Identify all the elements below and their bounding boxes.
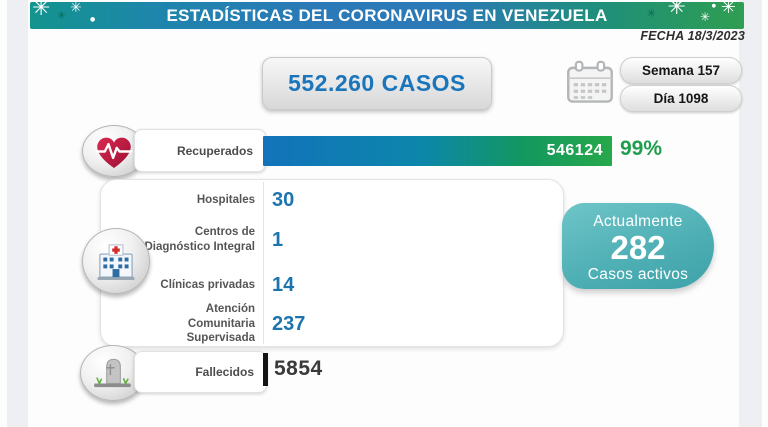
virus-icon: ● — [90, 16, 96, 23]
deaths-label: Fallecidos — [195, 365, 254, 379]
recovered-label: Recuperados — [176, 143, 253, 158]
active-cases-caption-bottom: Casos activos — [587, 265, 689, 283]
left-margin-strip — [7, 0, 28, 427]
facilities-panel: Hospitales 30 Centros de Diagnóstico Int… — [100, 179, 564, 347]
recovered-value: 546124 — [546, 142, 603, 159]
recovered-percent: 99% — [620, 137, 663, 160]
facility-row-hospitales: Hospitales 30 — [101, 184, 563, 216]
facility-value: 30 — [272, 188, 295, 211]
hospital-icon — [82, 228, 150, 294]
virus-icon: ✳ — [699, 10, 710, 24]
tombstone-icon — [80, 345, 146, 401]
panel-divider — [263, 182, 264, 344]
active-cases-value: 282 — [610, 229, 666, 266]
facility-row-atencion: Atención Comunitaria Supervisada 237 — [101, 302, 563, 347]
facility-label-line: Supervisada — [186, 332, 255, 345]
total-cases-label: 552.260 CASOS — [288, 70, 466, 96]
deaths-label-box: Fallecidos — [134, 351, 267, 393]
facility-label-line: Comunitaria — [187, 317, 255, 330]
virus-icon: ✳ — [32, 0, 51, 21]
facility-label-line: Diagnóstico Integral — [144, 241, 255, 253]
week-badge: Semana 157 — [620, 57, 742, 84]
header-bar: ✳ ✳ ✳ ● ✳ ✳ ✳ ✳ ● ESTADÍSTICAS DEL CORON… — [30, 0, 744, 29]
facility-value: 14 — [272, 273, 295, 296]
recovered-label-box: Recuperados — [134, 129, 266, 172]
facility-label: Centros de Diagnóstico Integral — [101, 225, 255, 255]
facility-label-line: Hospitales — [196, 193, 255, 206]
facility-label: Clínicas privadas — [101, 278, 255, 293]
deaths-bar — [263, 353, 268, 386]
recovered-bar: 546124 — [263, 136, 612, 166]
active-cases-caption-top: Actualmente — [593, 213, 683, 230]
facility-row-clinicas: Clínicas privadas 14 — [101, 268, 563, 302]
virus-icon: ✳ — [667, 0, 686, 20]
total-cases-box: 552.260 CASOS — [262, 57, 492, 110]
report-date: FECHA 18/3/2023 — [640, 29, 745, 43]
day-badge: Día 1098 — [620, 85, 742, 112]
virus-icon: ✳ — [70, 0, 82, 16]
virus-icon: ✳ — [646, 7, 656, 20]
facility-label-line: Centros de — [194, 226, 255, 239]
calendar-icon — [565, 58, 615, 106]
facility-row-cdi: Centros de Diagnóstico Integral 1 — [101, 220, 563, 260]
active-cases-box: Actualmente 282 Casos activos — [562, 203, 714, 289]
page-title: ESTADÍSTICAS DEL CORONAVIRUS EN VENEZUEL… — [166, 5, 608, 25]
facility-value: 237 — [272, 312, 306, 335]
virus-icon: ✳ — [720, 0, 736, 18]
virus-icon: ✳ — [57, 9, 67, 22]
virus-icon: ● — [711, 3, 716, 9]
facility-label: Atención Comunitaria Supervisada — [101, 302, 255, 347]
facility-label-line: Atención — [205, 302, 255, 315]
facility-label: Hospitales — [101, 193, 255, 208]
facility-label-line: Clínicas privadas — [160, 278, 255, 291]
deaths-value: 5854 — [274, 357, 323, 380]
facility-value: 1 — [272, 228, 284, 251]
right-margin-strip — [739, 0, 762, 427]
